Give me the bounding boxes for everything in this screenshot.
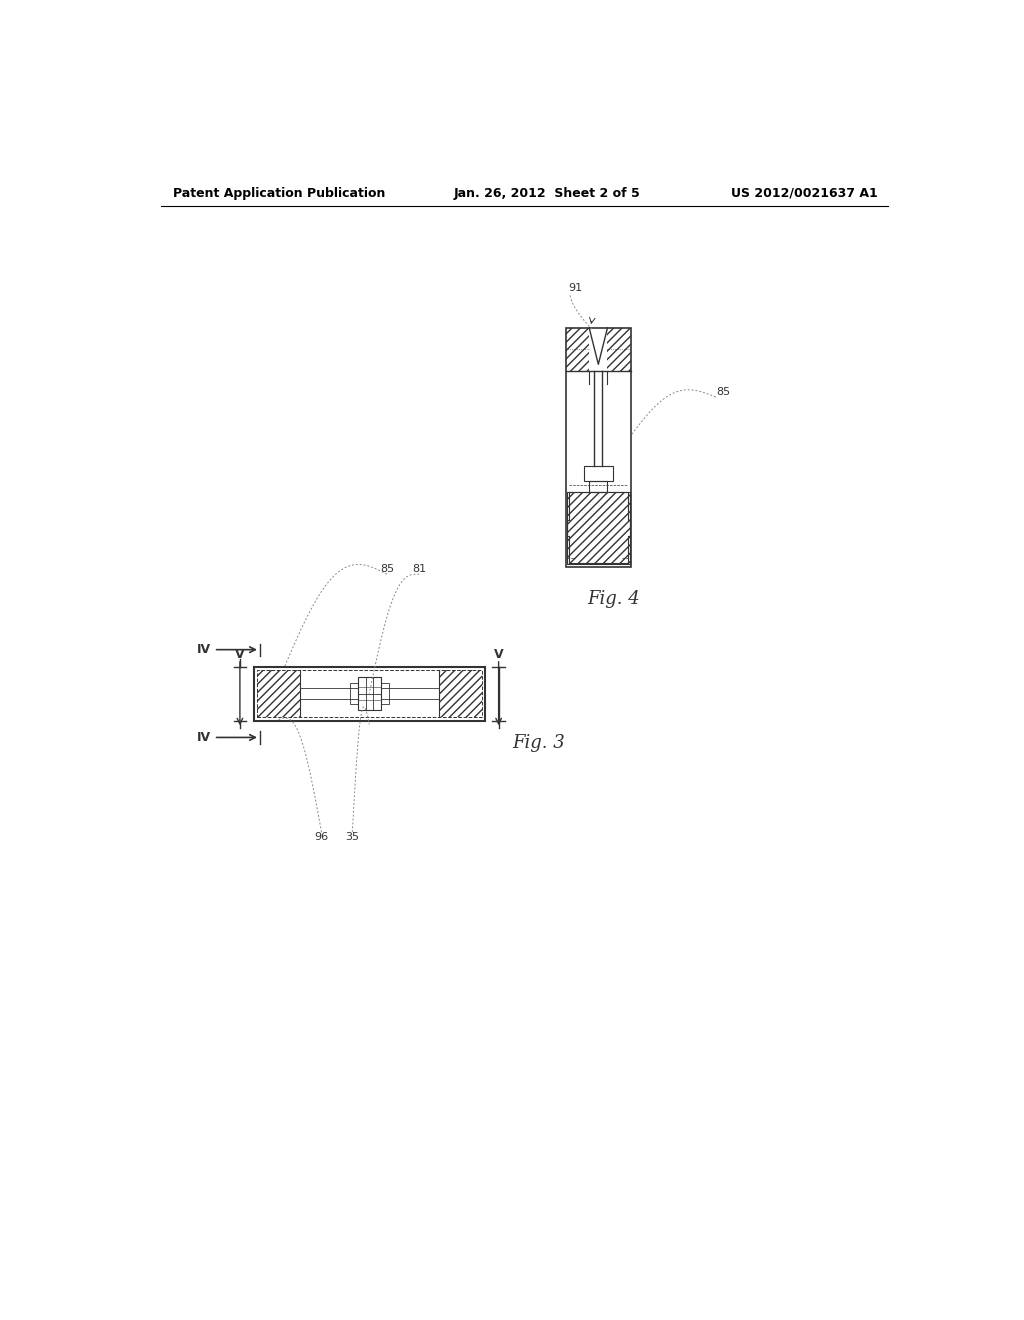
Bar — [567, 492, 630, 564]
Text: Patent Application Publication: Patent Application Publication — [173, 186, 385, 199]
Bar — [584, 466, 612, 480]
Text: 35: 35 — [345, 832, 359, 842]
Bar — [300, 688, 357, 700]
Bar — [257, 669, 481, 718]
Text: 91: 91 — [568, 284, 582, 293]
Text: 85: 85 — [716, 387, 730, 397]
Bar — [567, 492, 630, 564]
Text: Fig. 4: Fig. 4 — [588, 590, 640, 607]
Bar — [357, 677, 381, 710]
Bar — [257, 669, 300, 718]
Text: 85: 85 — [380, 564, 394, 574]
Text: V: V — [236, 648, 245, 661]
Text: 81: 81 — [413, 564, 426, 574]
Text: US 2012/0021637 A1: US 2012/0021637 A1 — [731, 186, 878, 199]
Bar — [607, 327, 631, 371]
Bar — [589, 480, 607, 492]
Text: Jan. 26, 2012  Sheet 2 of 5: Jan. 26, 2012 Sheet 2 of 5 — [454, 186, 641, 199]
Text: IV: IV — [198, 643, 211, 656]
Text: Fig. 3: Fig. 3 — [512, 734, 565, 752]
Text: IV: IV — [198, 731, 211, 744]
Bar — [381, 688, 438, 700]
Bar — [381, 682, 388, 705]
Text: 96: 96 — [314, 832, 329, 842]
Bar — [438, 669, 481, 718]
Bar — [350, 682, 357, 705]
Bar — [565, 327, 589, 371]
Bar — [565, 327, 631, 566]
Text: V: V — [494, 648, 504, 661]
